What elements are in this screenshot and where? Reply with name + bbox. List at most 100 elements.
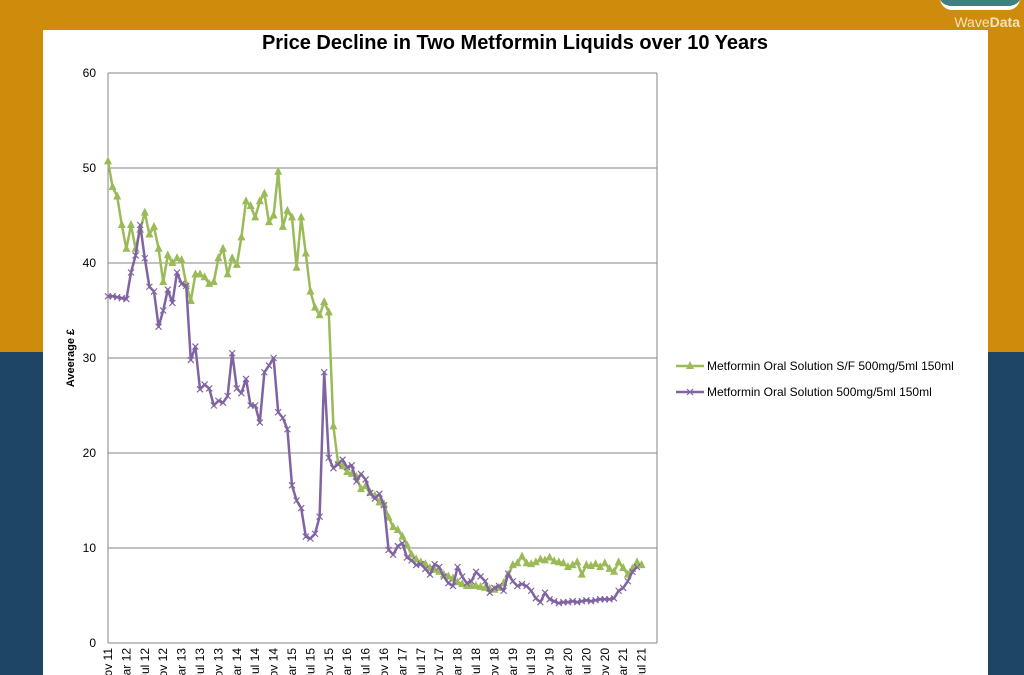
data-point-x	[435, 563, 443, 571]
data-point-triangle	[398, 531, 407, 540]
data-point-triangle	[531, 557, 540, 566]
data-point-triangle	[186, 296, 195, 304]
data-point-triangle	[637, 560, 646, 569]
data-point-x	[182, 282, 190, 290]
x-tick-label: Mar 21	[616, 648, 630, 675]
data-point-x	[122, 295, 130, 303]
x-tick-label: Jul 16	[359, 648, 373, 675]
data-point-triangle	[214, 253, 223, 262]
data-point-x	[624, 577, 632, 585]
data-point-triangle	[274, 166, 283, 175]
data-point-triangle	[536, 554, 545, 563]
x-tick-label: Mar 14	[230, 648, 244, 675]
data-point-x	[504, 570, 512, 578]
data-point-triangle	[145, 229, 154, 238]
data-point-triangle	[573, 557, 582, 566]
data-point-x	[224, 392, 232, 400]
data-point-x	[449, 582, 457, 590]
x-tick-label: Jul 18	[469, 648, 483, 675]
data-point-x	[481, 577, 489, 585]
data-point-x	[127, 269, 135, 276]
data-point-triangle	[232, 259, 241, 268]
data-point-x	[348, 461, 356, 469]
logo-text-bold: Data	[989, 14, 1020, 30]
data-point-x	[633, 563, 641, 571]
data-point-x	[311, 530, 319, 538]
data-point-triangle	[246, 201, 255, 209]
data-point-x	[251, 402, 259, 409]
data-point-x	[500, 587, 508, 595]
data-point-triangle	[311, 302, 319, 311]
x-tick-label: Jul 15	[303, 648, 317, 675]
data-point-triangle	[476, 581, 485, 590]
data-point-x	[339, 456, 347, 464]
data-point-x	[178, 280, 186, 288]
x-tick-label: Nov 15	[322, 648, 336, 675]
x-tick-label: Mar 18	[451, 648, 465, 675]
data-point-x	[279, 414, 287, 422]
data-point-x	[546, 595, 554, 603]
x-tick-label: Mar 17	[395, 648, 409, 675]
data-point-triangle	[518, 551, 526, 560]
data-point-x	[458, 573, 466, 580]
x-tick-label: Nov 14	[267, 648, 281, 675]
y-tick-label: 10	[83, 541, 97, 555]
data-point-triangle	[173, 253, 181, 262]
data-point-triangle	[633, 557, 641, 566]
data-point-triangle	[265, 217, 273, 226]
data-point-x	[325, 454, 333, 462]
data-point-x	[389, 551, 397, 559]
data-point-x	[518, 580, 526, 588]
data-point-x	[541, 589, 549, 597]
data-point-x	[242, 375, 250, 383]
data-point-triangle	[389, 522, 398, 531]
data-point-x	[168, 299, 176, 307]
data-point-x	[136, 221, 144, 229]
data-point-triangle	[209, 277, 218, 285]
data-point-triangle	[223, 269, 232, 278]
data-point-triangle	[237, 232, 246, 241]
data-point-triangle	[297, 212, 306, 221]
data-point-x	[527, 587, 535, 595]
data-point-triangle	[219, 243, 227, 252]
data-point-triangle	[292, 262, 301, 271]
x-tick-label: Jul 20	[579, 648, 593, 675]
data-point-x	[362, 476, 370, 484]
data-point-triangle	[278, 221, 287, 230]
data-point-x	[270, 354, 278, 362]
y-tick-label: 20	[83, 446, 97, 460]
data-point-x	[467, 577, 475, 585]
x-tick-label: Jul 19	[524, 648, 538, 675]
data-point-triangle	[140, 207, 149, 216]
data-point-triangle	[154, 243, 163, 252]
data-point-triangle	[242, 196, 250, 205]
y-tick-label: 60	[83, 66, 97, 80]
data-point-triangle	[104, 156, 112, 165]
data-point-x	[265, 362, 273, 370]
x-tick-label: Jul 21	[635, 648, 649, 675]
data-point-x	[431, 560, 439, 568]
y-tick-label: 30	[83, 351, 97, 365]
data-point-x	[513, 582, 521, 590]
y-tick-label: 0	[89, 636, 96, 650]
x-tick-label: Nov 20	[598, 648, 612, 675]
data-point-x	[302, 533, 310, 541]
data-point-x	[274, 408, 282, 416]
x-tick-label: Mar 16	[340, 648, 354, 675]
data-point-x	[615, 587, 623, 595]
data-point-x	[141, 254, 149, 262]
data-point-x	[394, 542, 402, 550]
data-point-triangle	[127, 220, 135, 228]
x-tick-label: Nov 19	[543, 648, 557, 675]
data-point-triangle	[554, 557, 563, 566]
data-point-x	[610, 594, 618, 602]
data-point-x	[316, 513, 324, 521]
wavedata-logo: WaveData	[940, 0, 1020, 30]
data-point-triangle	[596, 562, 605, 570]
data-point-x	[619, 584, 627, 592]
data-point-triangle	[582, 560, 591, 569]
data-point-x	[228, 349, 236, 357]
data-point-x	[237, 389, 245, 397]
data-point-x	[155, 323, 163, 331]
